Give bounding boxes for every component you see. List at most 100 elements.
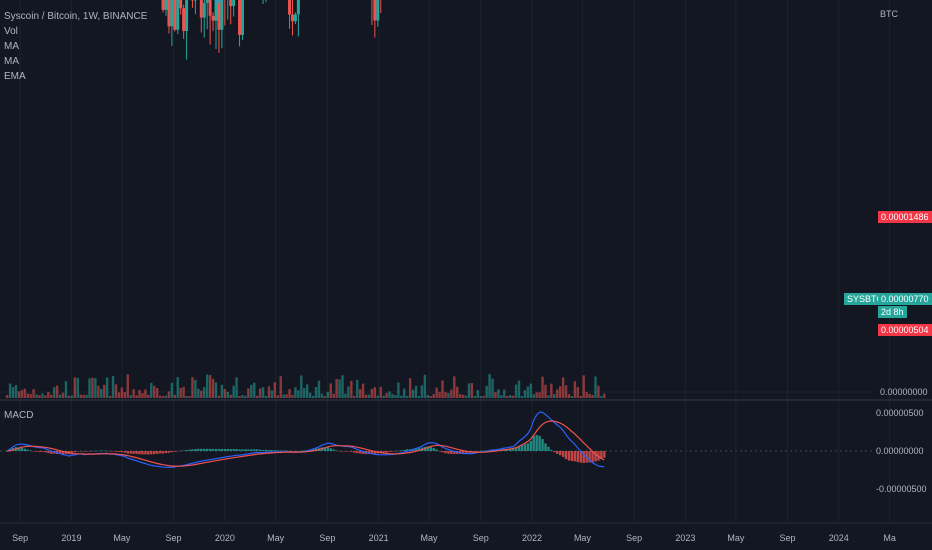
volume-bar <box>350 380 353 398</box>
macd-histogram-bar <box>220 448 224 451</box>
volume-bar <box>558 386 562 398</box>
candle-body <box>240 0 244 35</box>
volume-bar <box>105 377 109 398</box>
volume-bar <box>485 385 488 398</box>
macd-histogram-bar <box>182 450 185 451</box>
candle-body <box>173 0 177 30</box>
legend-ma-2[interactable]: MA <box>4 56 19 67</box>
volume-bar <box>138 390 141 398</box>
macd-histogram-bar <box>150 451 153 455</box>
volume-bars <box>5 374 606 398</box>
volume-bar <box>317 380 321 398</box>
volume-bar <box>258 388 262 398</box>
macd-histogram-bar <box>241 449 244 451</box>
macd-histogram-bar <box>167 451 171 453</box>
volume-bar <box>120 387 124 398</box>
macd-histogram-bar <box>153 451 156 455</box>
macd-histogram-bar <box>526 443 530 451</box>
macd-histogram-bar <box>453 451 456 455</box>
macd-histogram-bar <box>26 449 29 451</box>
macd-histogram-bar <box>429 447 432 451</box>
volume-bar <box>35 394 38 398</box>
macd-histogram-bar <box>253 449 256 451</box>
macd-histogram-bar <box>529 440 532 451</box>
volume-bar <box>223 389 227 398</box>
macd-histogram-bar <box>270 450 274 451</box>
time-tick-label: May <box>574 533 592 543</box>
macd-histogram-bar <box>111 451 115 452</box>
macd-histogram-bar <box>332 449 335 451</box>
macd-histogram-bar <box>426 446 430 451</box>
time-tick-label: Sep <box>166 533 182 543</box>
volume-bar <box>585 392 588 398</box>
volume-bar <box>358 389 362 398</box>
volume-bar <box>297 390 300 398</box>
legend-ema[interactable]: EMA <box>4 71 26 82</box>
volume-bar <box>220 384 224 398</box>
macd-histogram-bar <box>161 451 165 454</box>
macd-histogram-bar <box>556 451 559 454</box>
volume-bar <box>541 376 544 398</box>
macd-histogram-bar <box>482 450 485 452</box>
volume-bar <box>82 394 85 398</box>
macd-legend[interactable]: MACD <box>4 410 34 421</box>
macd-histogram-bar <box>276 450 279 451</box>
volume-bar <box>97 385 100 398</box>
volume-bar <box>576 387 580 398</box>
volume-bar <box>164 395 168 398</box>
volume-bar <box>591 394 594 398</box>
macd-histogram-bar <box>338 451 341 452</box>
macd-histogram-bar <box>35 451 38 452</box>
volume-bar <box>126 374 129 398</box>
macd-histogram-bar <box>356 451 359 454</box>
volume-bar <box>20 390 24 398</box>
macd-histogram-bar <box>205 448 209 451</box>
volume-bar <box>403 388 406 398</box>
time-tick-label: 2022 <box>522 533 542 543</box>
macd-histogram-bar <box>447 451 450 454</box>
macd-histogram-bar <box>94 450 97 452</box>
volume-bar <box>270 390 274 398</box>
volume-bar <box>538 392 541 398</box>
volume-bar <box>117 392 121 398</box>
volume-bar <box>26 393 29 398</box>
macd-histogram-bar <box>273 450 277 451</box>
macd-histogram-bar <box>350 451 353 452</box>
macd-histogram-bar <box>441 451 444 453</box>
macd-histogram-bar <box>58 451 62 454</box>
macd-pane <box>5 411 606 469</box>
volume-bar <box>435 387 438 398</box>
time-tick-label: May <box>267 533 285 543</box>
macd-histogram-bar <box>158 451 162 454</box>
macd-histogram-bar <box>203 448 206 451</box>
volume-bar <box>411 389 415 398</box>
legend-vol[interactable]: Vol <box>4 26 18 37</box>
macd-histogram-bar <box>326 447 329 451</box>
volume-bar <box>508 395 512 398</box>
time-tick-label: Sep <box>319 533 335 543</box>
macd-histogram-bar <box>373 451 377 454</box>
macd-histogram-bar <box>391 451 394 452</box>
time-tick-label: May <box>727 533 745 543</box>
macd-histogram-bar <box>44 451 47 453</box>
chart-title[interactable]: Syscoin / Bitcoin, 1W, BINANCE <box>4 11 148 22</box>
volume-bar <box>229 394 232 398</box>
candles[interactable] <box>6 0 606 60</box>
macd-histogram-bar <box>258 449 262 451</box>
volume-bar <box>241 395 244 398</box>
volume-bar <box>285 394 288 398</box>
macd-histogram-bar <box>438 451 441 452</box>
macd-histogram-bar <box>506 449 509 451</box>
candle-body <box>238 0 242 35</box>
macd-histogram-bar <box>179 450 182 452</box>
volume-bar <box>267 386 271 398</box>
volume-bar <box>517 380 521 398</box>
legend-ma-1[interactable]: MA <box>4 41 19 52</box>
volume-bar <box>141 393 144 398</box>
time-tick-label: 2019 <box>61 533 81 543</box>
volume-bar <box>70 395 74 398</box>
macd-histogram-bar <box>17 447 21 451</box>
macd-histogram-bar <box>114 451 118 452</box>
